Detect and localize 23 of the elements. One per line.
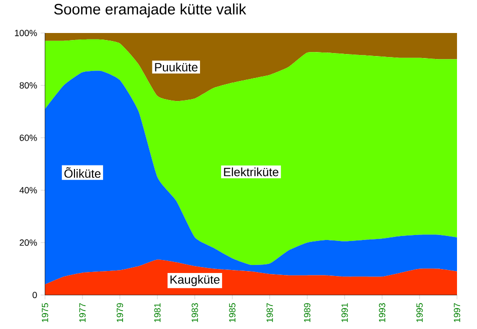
series-label: Kaugküte [170, 275, 220, 286]
x-tick-label: 1977 [79, 303, 86, 322]
y-tick-label: 0 [32, 292, 37, 298]
x-tick-label: 1975 [42, 303, 48, 322]
series-label: Õliküte [64, 167, 101, 178]
x-tick-label: 1979 [116, 303, 124, 322]
x-tick-label: 1997 [454, 303, 460, 322]
chart-title: Soome eramajade kütte valik [54, 4, 246, 18]
x-tick-label: 1985 [229, 303, 236, 322]
y-tick-label: 60% [20, 134, 37, 141]
x-tick-label: 1993 [378, 303, 386, 322]
y-tick-label: 20% [20, 239, 37, 246]
x-tick-label: 1989 [304, 303, 310, 322]
x-tick-label: 1983 [192, 303, 198, 322]
x-tick-label: 1995 [416, 303, 423, 322]
series-label: Puuküte [155, 62, 198, 72]
x-tick-label: 1981 [154, 303, 161, 322]
series-label: Elektriküte [224, 167, 278, 176]
y-tick-label: 80% [20, 82, 37, 89]
x-tick-label: 1991 [341, 303, 348, 322]
x-tick-label: 1987 [266, 303, 273, 322]
y-tick-label: 100% [14, 30, 37, 36]
y-tick-label: 40% [19, 187, 37, 194]
